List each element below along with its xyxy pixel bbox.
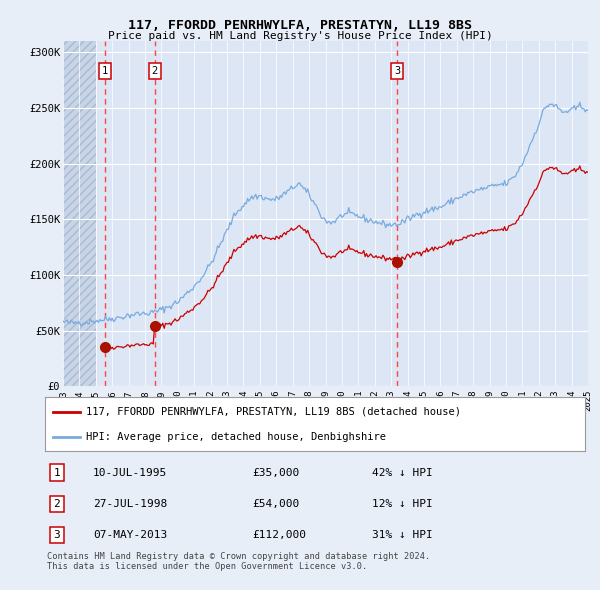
Text: HPI: Average price, detached house, Denbighshire: HPI: Average price, detached house, Denb…: [86, 432, 386, 442]
Text: Price paid vs. HM Land Registry's House Price Index (HPI): Price paid vs. HM Land Registry's House …: [107, 31, 493, 41]
Text: 31% ↓ HPI: 31% ↓ HPI: [372, 530, 433, 540]
Text: 2: 2: [151, 65, 158, 76]
Text: 117, FFORDD PENRHWYLFA, PRESTATYN, LL19 8BS: 117, FFORDD PENRHWYLFA, PRESTATYN, LL19 …: [128, 19, 472, 32]
Text: £35,000: £35,000: [252, 468, 299, 477]
Bar: [63, 41, 96, 386]
Text: £54,000: £54,000: [252, 499, 299, 509]
Text: 1: 1: [53, 468, 61, 477]
Text: 2: 2: [53, 499, 61, 509]
Text: 10-JUL-1995: 10-JUL-1995: [93, 468, 167, 477]
Text: Contains HM Land Registry data © Crown copyright and database right 2024.
This d: Contains HM Land Registry data © Crown c…: [47, 552, 430, 571]
Text: £112,000: £112,000: [252, 530, 306, 540]
Text: 42% ↓ HPI: 42% ↓ HPI: [372, 468, 433, 477]
Text: 27-JUL-1998: 27-JUL-1998: [93, 499, 167, 509]
Text: 3: 3: [53, 530, 61, 540]
Text: 12% ↓ HPI: 12% ↓ HPI: [372, 499, 433, 509]
Text: 07-MAY-2013: 07-MAY-2013: [93, 530, 167, 540]
Text: 3: 3: [394, 65, 400, 76]
Text: 1: 1: [101, 65, 108, 76]
Text: 117, FFORDD PENRHWYLFA, PRESTATYN, LL19 8BS (detached house): 117, FFORDD PENRHWYLFA, PRESTATYN, LL19 …: [86, 407, 461, 417]
